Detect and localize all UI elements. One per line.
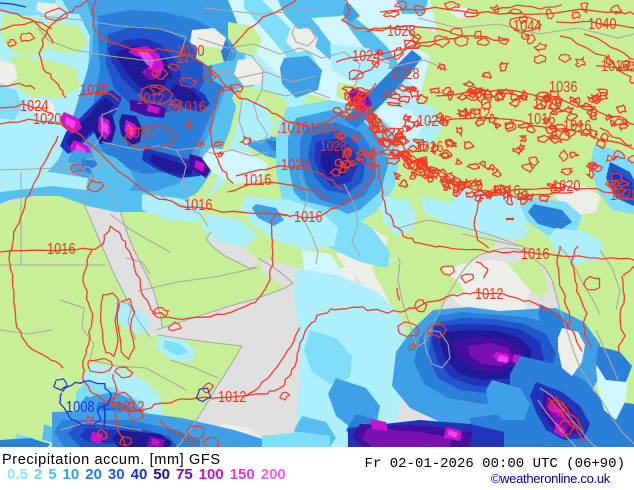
svg-text:1012: 1012	[475, 286, 503, 304]
svg-text:1044: 1044	[513, 18, 541, 36]
svg-text:1020: 1020	[33, 111, 61, 129]
svg-text:1028: 1028	[320, 138, 347, 155]
svg-text:1040: 1040	[588, 16, 616, 34]
svg-text:1016: 1016	[601, 58, 629, 76]
svg-text:1016: 1016	[415, 139, 443, 157]
svg-text:1020: 1020	[176, 43, 204, 61]
svg-text:.1016: .1016	[174, 99, 206, 117]
svg-text:1012: 1012	[136, 91, 164, 109]
svg-text:1028: 1028	[610, 187, 634, 205]
svg-text:1012: 1012	[125, 124, 155, 143]
svg-text:1024: 1024	[309, 121, 337, 139]
svg-text:1016: 1016	[521, 246, 549, 264]
svg-text:1016: 1016	[243, 172, 271, 190]
svg-text:1020: 1020	[552, 178, 580, 196]
svg-text:1028: 1028	[387, 23, 415, 41]
svg-text:1036: 1036	[549, 79, 577, 97]
svg-text:1024: 1024	[20, 98, 48, 116]
svg-text:1020: 1020	[281, 157, 309, 175]
svg-text:1016: 1016	[184, 197, 212, 215]
svg-text:1016: 1016	[563, 118, 591, 136]
svg-text:1016: 1016	[294, 209, 322, 227]
svg-text:1024: 1024	[417, 113, 445, 131]
svg-text:1016: 1016	[492, 183, 520, 201]
svg-text:1012: 1012	[218, 389, 246, 407]
svg-text:1008: 1008	[66, 399, 94, 417]
svg-text:.1016: .1016	[277, 120, 309, 138]
svg-text:1012: 1012	[116, 399, 144, 417]
svg-text:1012: 1012	[462, 106, 490, 124]
svg-text:1016: 1016	[47, 241, 75, 259]
svg-text:1020: 1020	[533, 96, 561, 114]
svg-text:1028: 1028	[80, 82, 108, 100]
svg-text:1024: 1024	[352, 48, 380, 66]
svg-text:1016: 1016	[527, 111, 555, 129]
svg-text:1028: 1028	[391, 66, 419, 84]
